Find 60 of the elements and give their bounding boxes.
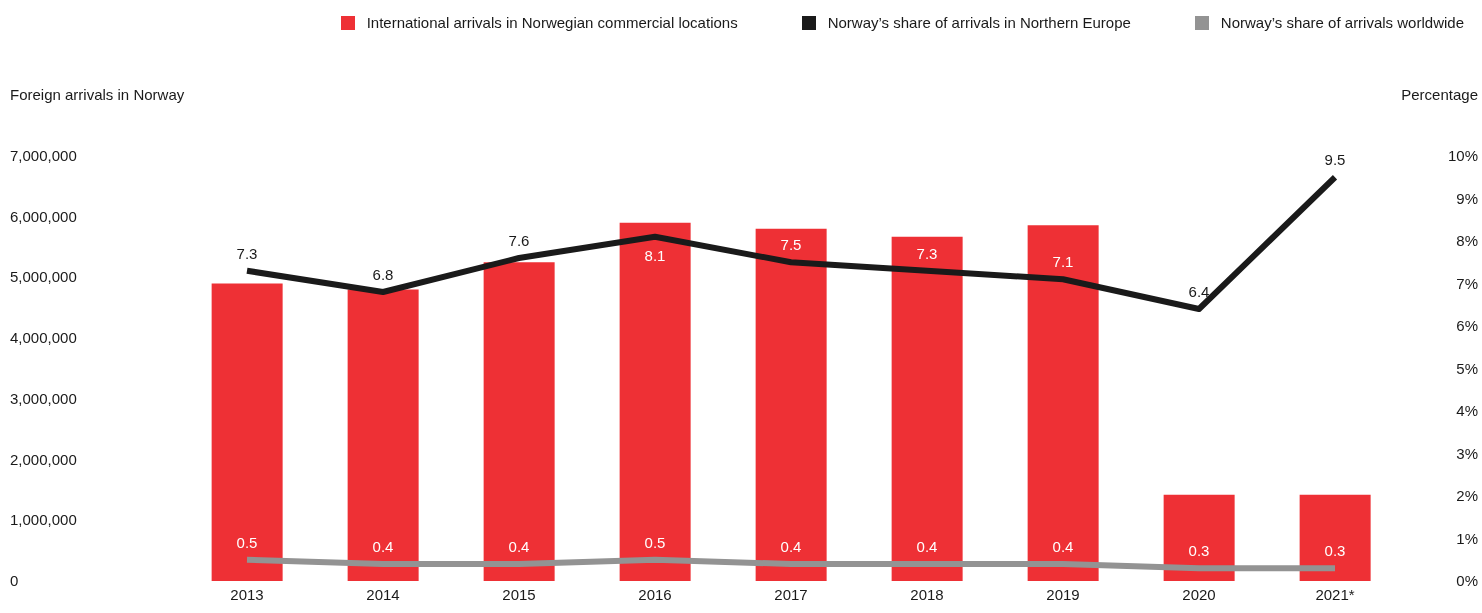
y2-tick-label: 5% xyxy=(1456,359,1478,377)
data-label: 7.1 xyxy=(1052,253,1074,271)
y-tick-label: 3,000,000 xyxy=(10,389,77,407)
x-tick-label: 2019 xyxy=(1046,585,1080,603)
y2-tick-label: 6% xyxy=(1456,317,1478,334)
bar xyxy=(483,262,555,581)
legend-label: International arrivals in Norwegian commercial locations xyxy=(366,14,738,31)
y-tick-label: 1,000,000 xyxy=(10,511,77,529)
y-tick-label: 5,000,000 xyxy=(10,268,77,286)
data-label: 0.4 xyxy=(372,538,394,555)
data-label: 0.5 xyxy=(236,533,258,551)
x-tick-label: 2018 xyxy=(910,585,944,603)
data-label: 6.8 xyxy=(372,266,394,283)
y-tick-label: 2,000,000 xyxy=(10,450,77,468)
data-label: 0.5 xyxy=(644,533,666,551)
data-label: 0.3 xyxy=(1324,542,1346,560)
data-label: 0.4 xyxy=(780,538,802,555)
x-tick-label: 2014 xyxy=(366,585,400,603)
data-label: 7.3 xyxy=(236,244,258,262)
y2-tick-label: 7% xyxy=(1456,274,1478,292)
y-tick-label: 6,000,000 xyxy=(10,207,77,225)
bar xyxy=(1027,225,1099,581)
data-label: 7.3 xyxy=(916,244,938,262)
data-label: 0.4 xyxy=(1052,538,1074,555)
x-tick-label: 2013 xyxy=(230,585,264,603)
bar xyxy=(1299,494,1371,581)
data-label: 0.4 xyxy=(508,538,530,555)
data-label: 0.4 xyxy=(916,538,938,555)
y-tick-label: 0 xyxy=(10,572,19,589)
y2-tick-label: 3% xyxy=(1456,444,1478,462)
data-label: 6.4 xyxy=(1188,283,1210,300)
x-tick-label: 2020 xyxy=(1182,585,1216,603)
bar xyxy=(755,228,827,581)
x-tick-label: 2021* xyxy=(1315,585,1355,603)
data-label: 8.1 xyxy=(644,246,666,264)
bar xyxy=(1163,494,1235,581)
bar xyxy=(211,283,283,581)
data-label: 7.6 xyxy=(508,232,530,249)
y2-tick-label: 8% xyxy=(1456,232,1478,249)
bar xyxy=(619,222,691,581)
bar xyxy=(891,236,963,581)
y2-axis-title: Percentage xyxy=(1401,86,1478,103)
x-tick-label: 2015 xyxy=(502,585,536,603)
y2-tick-label: 1% xyxy=(1456,529,1478,547)
bar xyxy=(347,289,419,581)
y2-tick-label: 9% xyxy=(1456,189,1478,207)
x-tick-label: 2017 xyxy=(774,585,808,603)
y2-tick-label: 0% xyxy=(1456,572,1478,589)
legend-label: Norway’s share of arrivals worldwide xyxy=(1220,14,1464,31)
x-tick-label: 2016 xyxy=(638,585,672,603)
data-label: 9.5 xyxy=(1324,151,1346,169)
y2-tick-label: 4% xyxy=(1456,402,1478,419)
data-label: 0.3 xyxy=(1188,542,1210,560)
y2-tick-label: 2% xyxy=(1456,487,1478,504)
legend-label: Norway’s share of arrivals in Northern Europe xyxy=(827,14,1131,31)
data-label: 7.5 xyxy=(780,236,802,254)
y-tick-label: 7,000,000 xyxy=(10,147,77,164)
y-tick-label: 4,000,000 xyxy=(10,329,77,347)
y2-tick-label: 10% xyxy=(1447,147,1478,164)
y-axis-title: Foreign arrivals in Norway xyxy=(10,86,185,103)
